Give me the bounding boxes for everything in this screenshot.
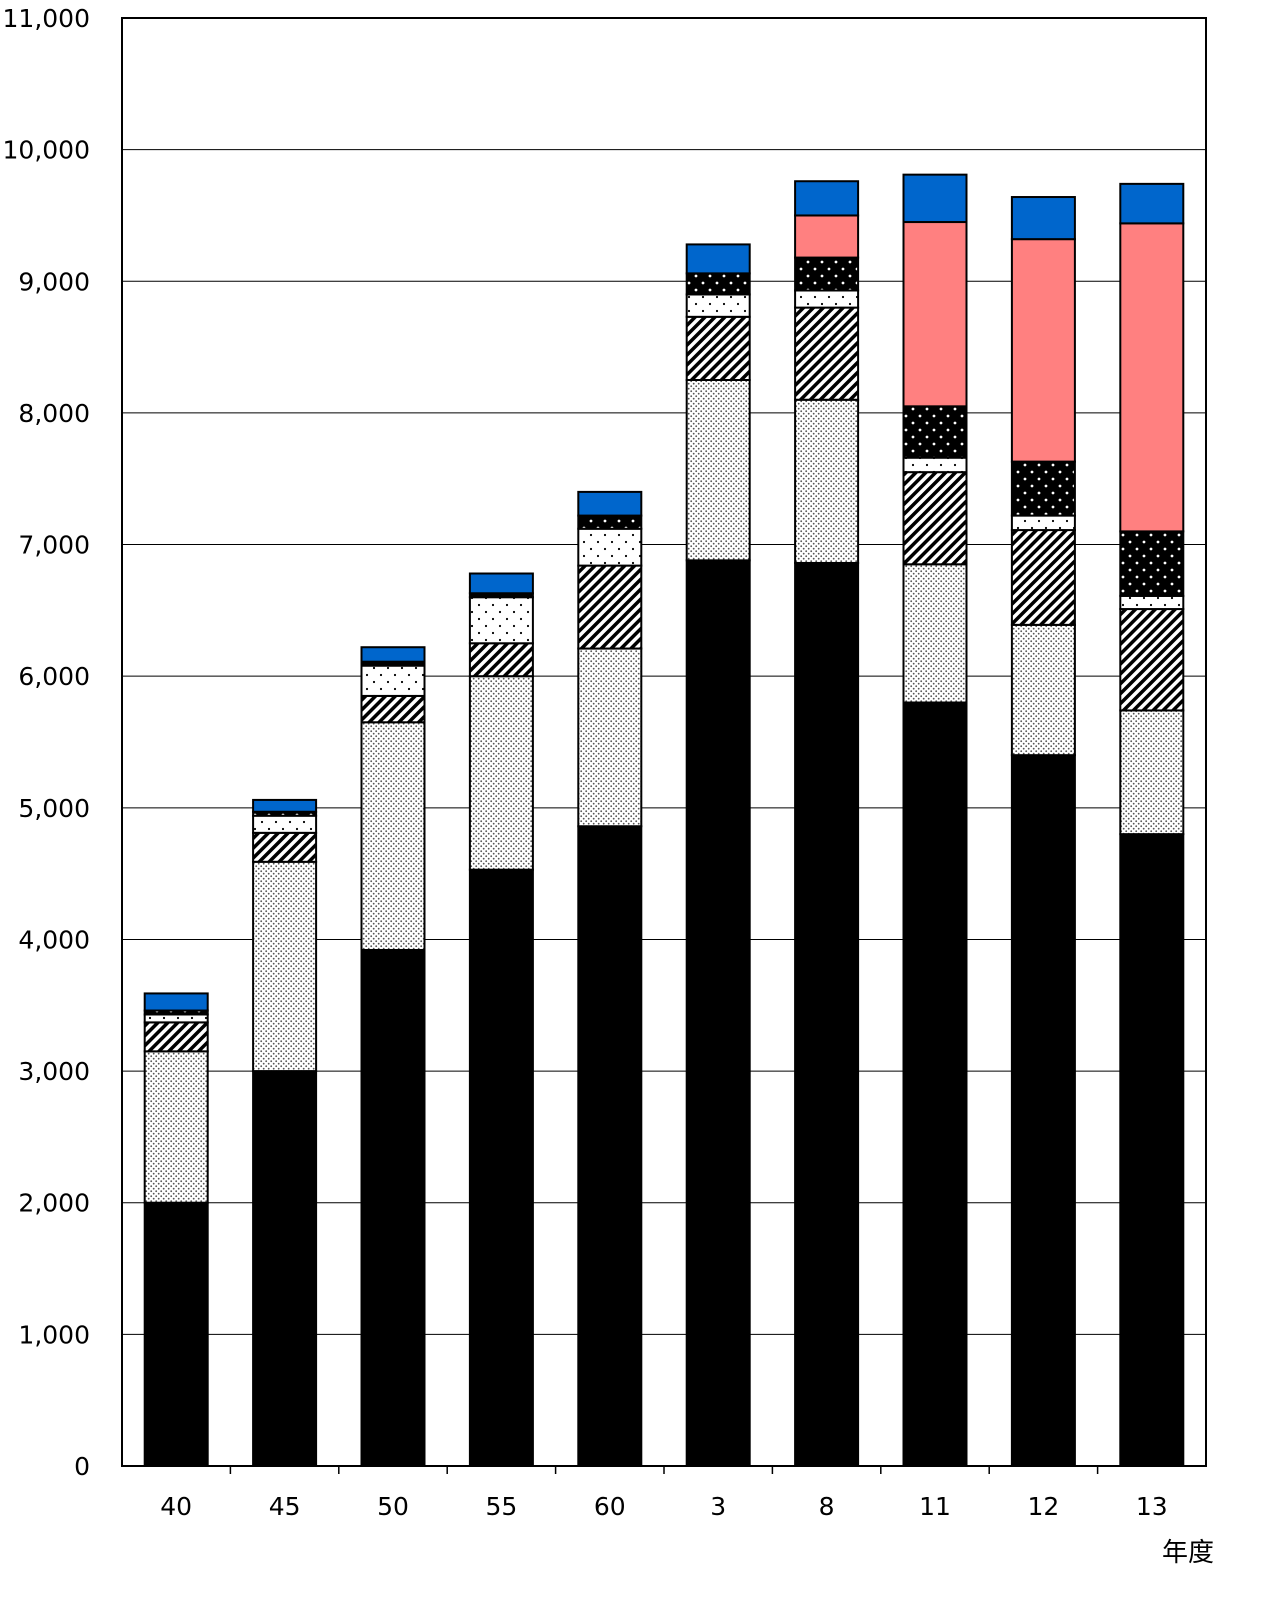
bar-segment-dots-on-black (904, 406, 967, 457)
x-axis-tick-labels: 40 45 50 55 60 3 8 11 12 13 (160, 1466, 1167, 1521)
bar-segment-fine-dots (362, 722, 425, 950)
bar-segment-diagonal-hatch (470, 643, 533, 676)
bar-segment-diagonal-hatch (795, 308, 858, 400)
bar-segment-sparse-dots-white (578, 529, 641, 566)
bar-segment-solid-black (687, 560, 750, 1466)
y-tick-label: 9,000 (18, 267, 90, 296)
bar-segment-diagonal-hatch (253, 833, 316, 862)
x-tick-label: 55 (485, 1492, 517, 1521)
bar-segment-solid-black (578, 826, 641, 1466)
y-tick-label: 8,000 (18, 399, 90, 428)
bar-segment-fine-dots (904, 564, 967, 702)
bar-segment-diagonal-hatch (578, 566, 641, 649)
bar-stack-13 (1120, 184, 1183, 1466)
bar-stack-3 (687, 244, 750, 1466)
bar-segment-dots-on-black (1012, 462, 1075, 516)
x-tick-label: 40 (160, 1492, 192, 1521)
bar-segment-sparse-dots-white (253, 816, 316, 833)
bar-stack-40 (145, 993, 208, 1466)
x-axis-title: 年度 (1162, 1538, 1214, 1568)
bar-segment-sparse-dots-white (145, 1014, 208, 1022)
bar-stacks (145, 175, 1184, 1466)
bar-segment-blue (795, 181, 858, 215)
y-tick-label: 2,000 (18, 1189, 90, 1218)
bar-segment-diagonal-hatch (904, 472, 967, 564)
x-tick-label: 11 (919, 1492, 951, 1521)
bar-segment-solid-black (253, 1071, 316, 1466)
bar-stack-55 (470, 574, 533, 1466)
bar-segment-sparse-dots-white (904, 458, 967, 472)
bar-segment-pink (904, 222, 967, 406)
x-tick-label: 13 (1136, 1492, 1168, 1521)
bar-segment-solid-black (904, 703, 967, 1466)
bar-segment-sparse-dots-white (687, 294, 750, 316)
x-tick-label: 12 (1027, 1492, 1059, 1521)
y-tick-label: 7,000 (18, 531, 90, 560)
x-tick-label: 8 (819, 1492, 835, 1521)
bar-segment-diagonal-hatch (1120, 609, 1183, 710)
bar-segment-sparse-dots-white (1012, 516, 1075, 530)
y-tick-label: 5,000 (18, 794, 90, 823)
x-tick-label: 3 (710, 1492, 726, 1521)
bar-segment-diagonal-hatch (1012, 530, 1075, 625)
bar-segment-pink (1120, 223, 1183, 531)
bar-segment-fine-dots (145, 1051, 208, 1202)
bar-stack-60 (578, 492, 641, 1466)
bar-segment-blue (470, 574, 533, 594)
y-tick-label: 10,000 (3, 136, 90, 165)
bar-segment-solid-black (362, 950, 425, 1466)
bar-stack-8 (795, 181, 858, 1466)
bar-segment-solid-black (795, 563, 858, 1466)
bar-segment-blue (1012, 197, 1075, 239)
bar-segment-sparse-dots-white (795, 290, 858, 307)
y-tick-label: 1,000 (18, 1320, 90, 1349)
bar-segment-diagonal-hatch (687, 317, 750, 380)
bar-stack-12 (1012, 197, 1075, 1466)
bar-segment-fine-dots (470, 676, 533, 870)
x-tick-label: 45 (269, 1492, 301, 1521)
y-tick-label: 3,000 (18, 1057, 90, 1086)
y-tick-label: 4,000 (18, 925, 90, 954)
bar-segment-dots-on-black (1120, 531, 1183, 596)
y-tick-label: 0 (74, 1452, 90, 1481)
bar-segment-fine-dots (687, 380, 750, 560)
y-tick-label: 6,000 (18, 662, 90, 691)
bar-segment-blue (904, 175, 967, 222)
bar-segment-blue (362, 647, 425, 661)
bar-segment-fine-dots (253, 862, 316, 1071)
bar-segment-sparse-dots-white (470, 597, 533, 643)
bar-stack-45 (253, 800, 316, 1466)
bar-segment-solid-black (145, 1203, 208, 1466)
bar-segment-solid-black (470, 870, 533, 1466)
bar-segment-solid-black (1120, 834, 1183, 1466)
x-tick-label: 50 (377, 1492, 409, 1521)
bar-segment-dots-on-black (687, 273, 750, 294)
bar-segment-pink (795, 215, 858, 257)
bar-segment-blue (687, 244, 750, 273)
bar-segment-dots-on-black (578, 516, 641, 529)
bar-segment-fine-dots (1120, 710, 1183, 834)
bar-stack-50 (362, 647, 425, 1466)
bar-segment-dots-on-black (795, 258, 858, 291)
bar-segment-diagonal-hatch (145, 1022, 208, 1051)
bar-segment-fine-dots (795, 400, 858, 563)
bar-segment-blue (145, 993, 208, 1010)
bar-segment-blue (253, 800, 316, 812)
bar-segment-blue (578, 492, 641, 516)
bar-segment-diagonal-hatch (362, 696, 425, 722)
bar-segment-solid-black (1012, 755, 1075, 1466)
y-tick-label: 11,000 (3, 4, 90, 33)
bar-segment-fine-dots (1012, 625, 1075, 755)
bar-segment-pink (1012, 239, 1075, 461)
y-axis-tick-labels: 0 1,000 2,000 3,000 4,000 5,000 6,000 7,000 8,00… (3, 4, 90, 1481)
bar-segment-sparse-dots-white (1120, 596, 1183, 609)
bar-stack-11 (904, 175, 967, 1466)
bar-segment-fine-dots (578, 649, 641, 827)
bar-segment-sparse-dots-white (362, 666, 425, 696)
bar-segment-blue (1120, 184, 1183, 223)
x-tick-label: 60 (594, 1492, 626, 1521)
